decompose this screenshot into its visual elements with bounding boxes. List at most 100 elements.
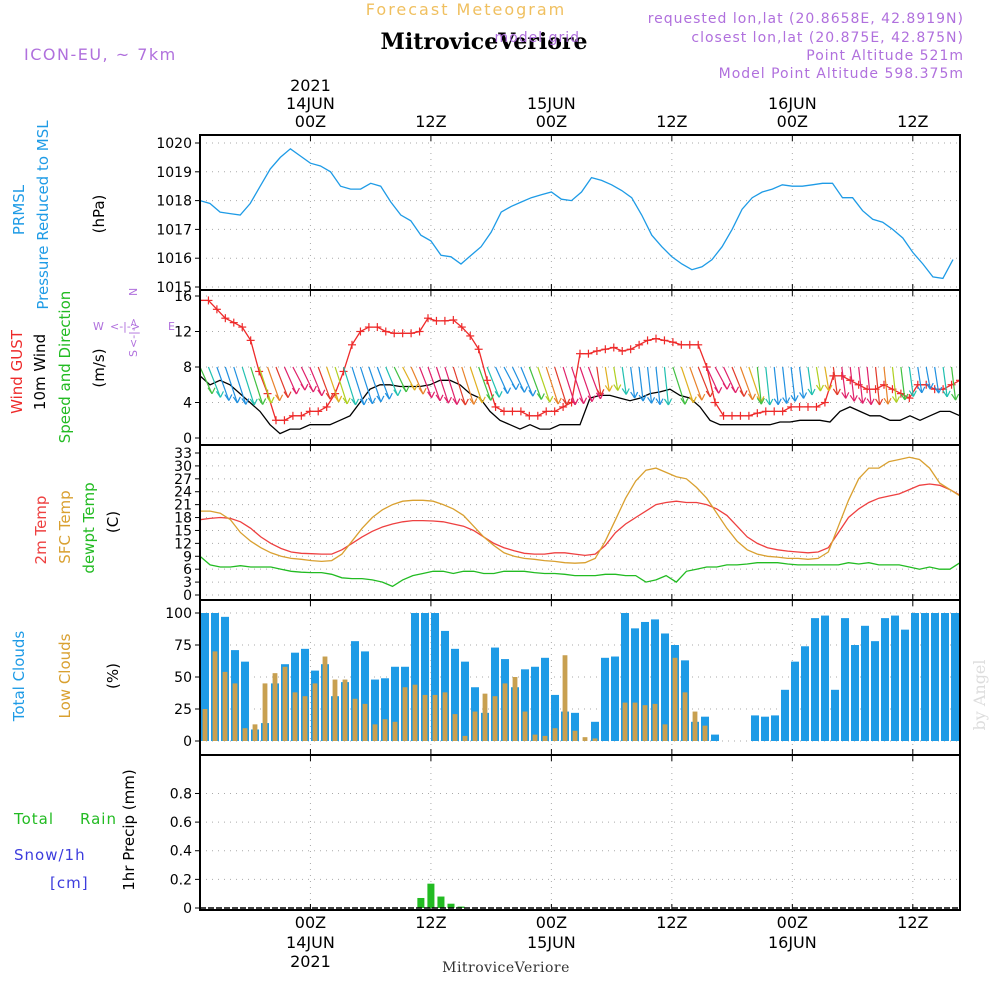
wind-arrow [486,366,500,398]
bar-low-clouds [492,696,498,741]
bar-low-clouds [662,724,668,741]
wind-arrow-head [917,386,923,394]
bar-total-clouds [381,678,389,741]
ytick-label: 21 [174,498,192,514]
wind-arrow [570,366,585,404]
wind-arrow-head [836,388,841,396]
wind-arrow-head [647,396,653,404]
compass-s: S [127,350,140,357]
wind-arrow-head [934,386,940,394]
wind-arrow [520,366,534,397]
wind-arrow-head [528,389,534,397]
wind-arrow [266,366,281,401]
wind-arrow-head [929,382,934,390]
wind-speed-dir-label: Speed and Direction [56,291,74,444]
bar-total-clouds [951,613,959,741]
bar-low-clouds [372,724,378,741]
bar-low-clouds [682,692,688,741]
ytick-label: 0 [183,901,192,917]
temp-unit-label: (C) [104,511,122,533]
ytick-label: 24 [174,485,192,501]
bar-low-clouds [302,696,308,741]
series-clouds [201,613,959,741]
wind-arrow-head [883,397,889,405]
wind-arrow-head [617,384,622,391]
wind-arrow [646,366,653,404]
ytick-label: 1015 [156,280,192,296]
wind-arrow-head [519,386,525,393]
bar-rain [417,897,425,908]
bar-total-clouds [891,615,899,741]
bar-low-clouds [282,666,288,741]
wind-arrow-head [312,385,317,393]
compass-rose-icon: W E N S <-|-> <-|-> [93,288,175,357]
wind-arrow-head [279,394,284,401]
wind-arrow-head [599,392,604,400]
ytick-label: 27 [174,472,192,488]
time-label-date: 14JUN [286,94,335,113]
wind-arrow [241,366,255,406]
compass-arrows-v: <-|-> [127,318,140,348]
bar-low-clouds [382,719,388,741]
bar-low-clouds [242,728,248,741]
bar-total-clouds [201,613,209,741]
ytick-label: 0.4 [170,844,192,860]
pressure-unit-label: (hPa) [90,195,108,234]
bar-total-clouds [771,715,779,741]
time-label-date: 16JUN [768,933,817,952]
bar-total-clouds [621,613,629,741]
bar-total-clouds [531,666,539,741]
wind-arrow-head [900,393,906,401]
wind-arrow-head [870,398,875,405]
bar-total-clouds [831,689,839,741]
wind-arrow-head [262,398,267,405]
bar-total-clouds [851,645,859,741]
low-clouds-label: Low Clouds [56,633,74,718]
wind-arrow-head [964,397,967,403]
ytick-label: 12 [174,536,192,552]
temp-labels: 2m Temp SFC Temp dewpt Temp (C) [32,482,122,573]
wind-arrow [444,366,458,405]
ytick-label: 3 [183,575,192,591]
bar-total-clouds [821,615,829,741]
time-label-hour: 12Z [897,913,928,932]
wind-arrow [900,366,906,400]
ytick-label: 0.2 [170,872,192,888]
wind-arrow-head [747,393,753,401]
point-altitude: Point Altitude 521m [806,48,964,64]
wind-arrow-head [283,391,289,398]
series-temp [200,456,960,588]
wind-arrow-head [879,398,884,406]
wind-arrow-head [553,397,559,405]
wind-arrow [537,366,551,403]
wind-arrow-head [570,398,576,406]
bar-total-clouds [361,651,369,741]
bar-total-clouds [441,630,449,741]
wind-arrow-head [363,398,368,406]
wind-arrow [528,366,542,400]
bar-total-clouds [751,715,759,741]
wind-arrow [309,366,323,397]
time-label-date: 15JUN [527,933,576,952]
ytick-label: 15 [174,523,192,539]
wind-arrow [748,366,762,403]
wind-arrow-head [786,397,791,404]
wind-arrow-head [414,383,419,391]
wind-arrow-head [418,387,424,395]
bar-total-clouds [641,621,649,741]
wind-arrow-head [422,387,427,395]
wind-arrow-head [718,386,723,394]
bar-total-clouds [241,661,249,741]
wind-10m-label: 10m Wind [31,334,49,410]
watermark: by Angel [970,659,989,730]
wind-arrow-head [794,395,799,402]
bar-total-clouds [931,613,939,741]
wind-arrow [723,366,737,394]
cloud-unit-label: (%) [104,663,122,689]
wind-arrow-head [608,385,613,392]
wind-arrow-head [625,388,630,395]
wind-arrow [435,366,450,404]
wind-arrow-head [371,397,376,405]
